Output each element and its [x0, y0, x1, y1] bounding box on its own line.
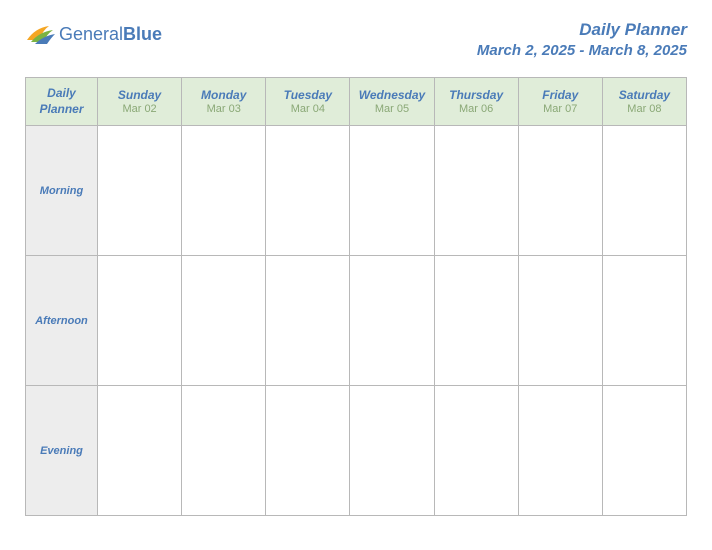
cell [350, 256, 434, 386]
cell [350, 386, 434, 516]
date-range: March 2, 2025 - March 8, 2025 [477, 42, 687, 59]
cell [98, 126, 182, 256]
cell [266, 126, 350, 256]
period-label-evening: Evening [26, 386, 98, 516]
cell [98, 386, 182, 516]
logo: GeneralBlue [25, 20, 162, 48]
day-name: Thursday [437, 88, 516, 102]
cell [182, 386, 266, 516]
day-date: Mar 07 [521, 103, 600, 115]
day-name: Monday [184, 88, 263, 102]
cell [350, 126, 434, 256]
day-name: Tuesday [268, 88, 347, 102]
logo-text-general: General [59, 24, 123, 44]
day-date: Mar 04 [268, 103, 347, 115]
cell [434, 126, 518, 256]
cell [182, 126, 266, 256]
cell [434, 256, 518, 386]
row-morning: Morning [26, 126, 687, 256]
page-title: Daily Planner [477, 20, 687, 40]
day-header-thursday: Thursday Mar 06 [434, 78, 518, 126]
cell [518, 256, 602, 386]
cell [266, 256, 350, 386]
day-header-monday: Monday Mar 03 [182, 78, 266, 126]
day-header-friday: Friday Mar 07 [518, 78, 602, 126]
day-name: Friday [521, 88, 600, 102]
day-name: Saturday [605, 88, 684, 102]
row-afternoon: Afternoon [26, 256, 687, 386]
corner-header: Daily Planner [26, 78, 98, 126]
period-label-afternoon: Afternoon [26, 256, 98, 386]
row-evening: Evening [26, 386, 687, 516]
cell [98, 256, 182, 386]
day-date: Mar 08 [605, 103, 684, 115]
day-header-saturday: Saturday Mar 08 [602, 78, 686, 126]
cell [518, 386, 602, 516]
day-header-tuesday: Tuesday Mar 04 [266, 78, 350, 126]
day-header-wednesday: Wednesday Mar 05 [350, 78, 434, 126]
day-name: Wednesday [352, 88, 431, 102]
day-date: Mar 02 [100, 103, 179, 115]
cell [266, 386, 350, 516]
day-date: Mar 05 [352, 103, 431, 115]
header-row: Daily Planner Sunday Mar 02 Monday Mar 0… [26, 78, 687, 126]
logo-text-blue: Blue [123, 24, 162, 44]
logo-text: GeneralBlue [59, 24, 162, 45]
cell [518, 126, 602, 256]
day-header-sunday: Sunday Mar 02 [98, 78, 182, 126]
day-name: Sunday [100, 88, 179, 102]
cell [434, 386, 518, 516]
period-label-morning: Morning [26, 126, 98, 256]
cell [602, 386, 686, 516]
day-date: Mar 03 [184, 103, 263, 115]
page-header: GeneralBlue Daily Planner March 2, 2025 … [25, 20, 687, 59]
cell [602, 256, 686, 386]
logo-swoosh-icon [25, 20, 57, 48]
planner-table: Daily Planner Sunday Mar 02 Monday Mar 0… [25, 77, 687, 516]
day-date: Mar 06 [437, 103, 516, 115]
cell [602, 126, 686, 256]
cell [182, 256, 266, 386]
title-block: Daily Planner March 2, 2025 - March 8, 2… [477, 20, 687, 59]
